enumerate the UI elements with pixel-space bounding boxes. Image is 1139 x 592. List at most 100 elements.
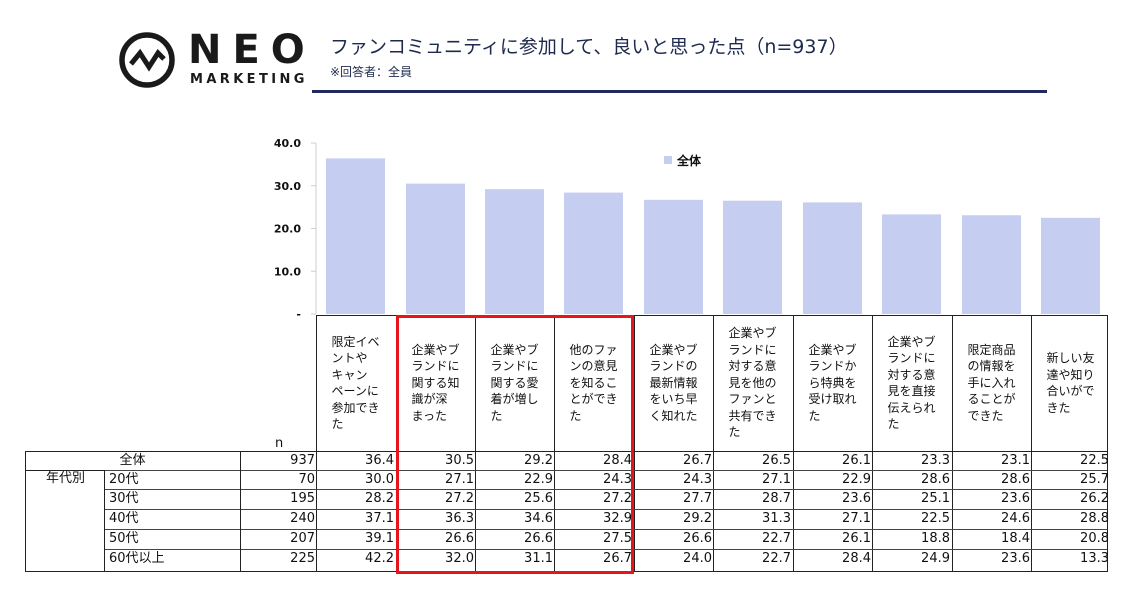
row-n: 70	[298, 472, 315, 487]
table-cell: 27.5	[603, 531, 632, 546]
table-cell: 28.6	[921, 472, 950, 487]
col-border	[793, 315, 794, 571]
table-cell: 24.9	[921, 551, 950, 566]
row-label: 40代	[109, 511, 139, 526]
table-cell: 24.0	[683, 551, 712, 566]
header-top-border	[316, 315, 1107, 316]
column-header-10: 新しい友 達や知り 合いがで きた	[1031, 315, 1110, 451]
column-header-4: 他のファ ンの意見 を知るこ とができた	[554, 315, 633, 451]
column-header-line: 合いがで	[1046, 384, 1095, 398]
column-header-2: 企業やブ ランドに 関する知 識が深 まった	[396, 315, 475, 451]
column-header-line: 企業やブ	[728, 326, 777, 341]
column-header-line: 見を他の	[728, 375, 777, 390]
row-label: 50代	[109, 531, 139, 546]
column-header-line: ランドに	[490, 359, 539, 374]
column-header-text: 企業やブ ランドに 対する意 見を直接 伝えられた	[887, 334, 935, 433]
row-n: 937	[290, 453, 315, 468]
col-border	[713, 315, 714, 571]
table-cell: 27.1	[842, 511, 871, 526]
column-header-line: 関する知	[411, 375, 460, 390]
table-cell: 30.0	[365, 472, 394, 487]
row-border	[104, 470, 1107, 471]
column-header-text: 限定商品 の情報を 手に入れ ることが できた	[967, 342, 1015, 425]
table-cell: 24.3	[603, 472, 632, 487]
column-header-line: 参加でき	[331, 400, 380, 415]
table-cell: 27.2	[603, 491, 632, 506]
column-header-line: 限定イベ	[331, 334, 380, 349]
table-cell: 25.6	[524, 491, 553, 506]
table-cell: 32.9	[603, 511, 632, 526]
column-header-text: 限定イベ ントや キャン ペーンに 参加できた	[331, 334, 379, 433]
table-cell: 24.3	[683, 472, 712, 487]
row-label: 60代以上	[109, 551, 165, 566]
table-cell: 26.6	[524, 531, 553, 546]
page-title: ファンコミュニティに参加して、良いと思った点（n=937）	[330, 36, 848, 58]
col-border	[25, 451, 26, 572]
table-cell: 20.8	[1080, 531, 1109, 546]
table-cell: 26.6	[683, 531, 712, 546]
column-header-line: を知るこ	[569, 375, 618, 390]
column-header-line: 限定商品	[967, 342, 1016, 357]
column-header-9: 限定商品 の情報を 手に入れ ることが できた	[952, 315, 1031, 451]
col-border	[240, 451, 241, 571]
column-header-line: をいち早	[649, 392, 698, 407]
row-label: 30代	[109, 491, 139, 506]
column-header-line: く知れた	[649, 408, 698, 423]
column-header-line: た	[808, 408, 821, 423]
col-border	[554, 315, 555, 571]
column-header-line: ランドか	[808, 359, 857, 374]
column-header-line: 受け取れ	[808, 392, 857, 407]
table-cell: 26.2	[1080, 491, 1109, 506]
table-cell: 34.6	[524, 511, 553, 526]
table-cell: 29.2	[683, 511, 712, 526]
column-header-line: 識が深	[411, 392, 448, 407]
table-cell: 36.3	[445, 511, 474, 526]
row-n: 207	[290, 531, 315, 546]
column-header-line: 企業やブ	[411, 342, 460, 357]
column-header-line: の情報を	[967, 359, 1016, 374]
table-cell: 24.6	[1001, 511, 1030, 526]
column-header-line: た	[887, 417, 900, 431]
table-cell: 18.8	[921, 531, 950, 546]
table-cell: 28.7	[762, 491, 791, 506]
column-header-line: 見を直接	[887, 384, 936, 398]
table-cell: 26.1	[842, 531, 871, 546]
column-header-text: 企業やブ ランドの 最新情報 をいち早 く知れた	[649, 342, 697, 425]
column-header-line: た	[728, 425, 741, 440]
col-border	[1107, 315, 1108, 572]
table-cell: 22.7	[762, 551, 791, 566]
col-border	[634, 315, 635, 571]
column-header-line: 関する愛	[490, 375, 539, 390]
table-cell: 26.5	[762, 453, 791, 468]
title-underline	[312, 90, 1047, 93]
row-label: 全体	[119, 453, 146, 468]
column-header-line: 達や知り	[1046, 367, 1095, 382]
table-cell: 25.1	[921, 491, 950, 506]
col-border	[104, 470, 105, 571]
column-header-line: 最新情報	[649, 375, 698, 390]
table-cell: 26.7	[683, 453, 712, 468]
column-header-line: 企業やブ	[490, 342, 539, 357]
column-header-line: まった	[411, 408, 448, 423]
table-cell: 23.3	[921, 453, 950, 468]
column-header-1: 限定イベ ントや キャン ペーンに 参加できた	[316, 315, 395, 451]
table-cell: 42.2	[365, 551, 394, 566]
row-n: 225	[290, 551, 315, 566]
table-cell: 23.6	[1001, 551, 1030, 566]
n-header: n	[275, 436, 284, 451]
column-header-8: 企業やブ ランドに 対する意 見を直接 伝えられた	[872, 315, 951, 451]
column-header-text: 企業やブ ランドに 関する知 識が深 まった	[411, 342, 459, 425]
column-header-line: 伝えられ	[887, 400, 936, 415]
column-header-line: 手に入れ	[967, 375, 1016, 390]
row-border	[25, 451, 1107, 452]
table-cell: 32.0	[445, 551, 474, 566]
row-border	[104, 549, 1107, 550]
column-header-line: ランドに	[728, 342, 777, 357]
col-border	[872, 315, 873, 571]
column-header-text: 新しい友 達や知り 合いがで きた	[1046, 350, 1094, 416]
column-header-line: 他のファ	[569, 342, 618, 357]
column-header-text: 他のファ ンの意見 を知るこ とができた	[569, 342, 617, 425]
column-header-line: ントや	[331, 351, 368, 365]
column-header-6: 企業やブ ランドに 対する意 見を他の ファンと 共有できた	[713, 315, 792, 451]
